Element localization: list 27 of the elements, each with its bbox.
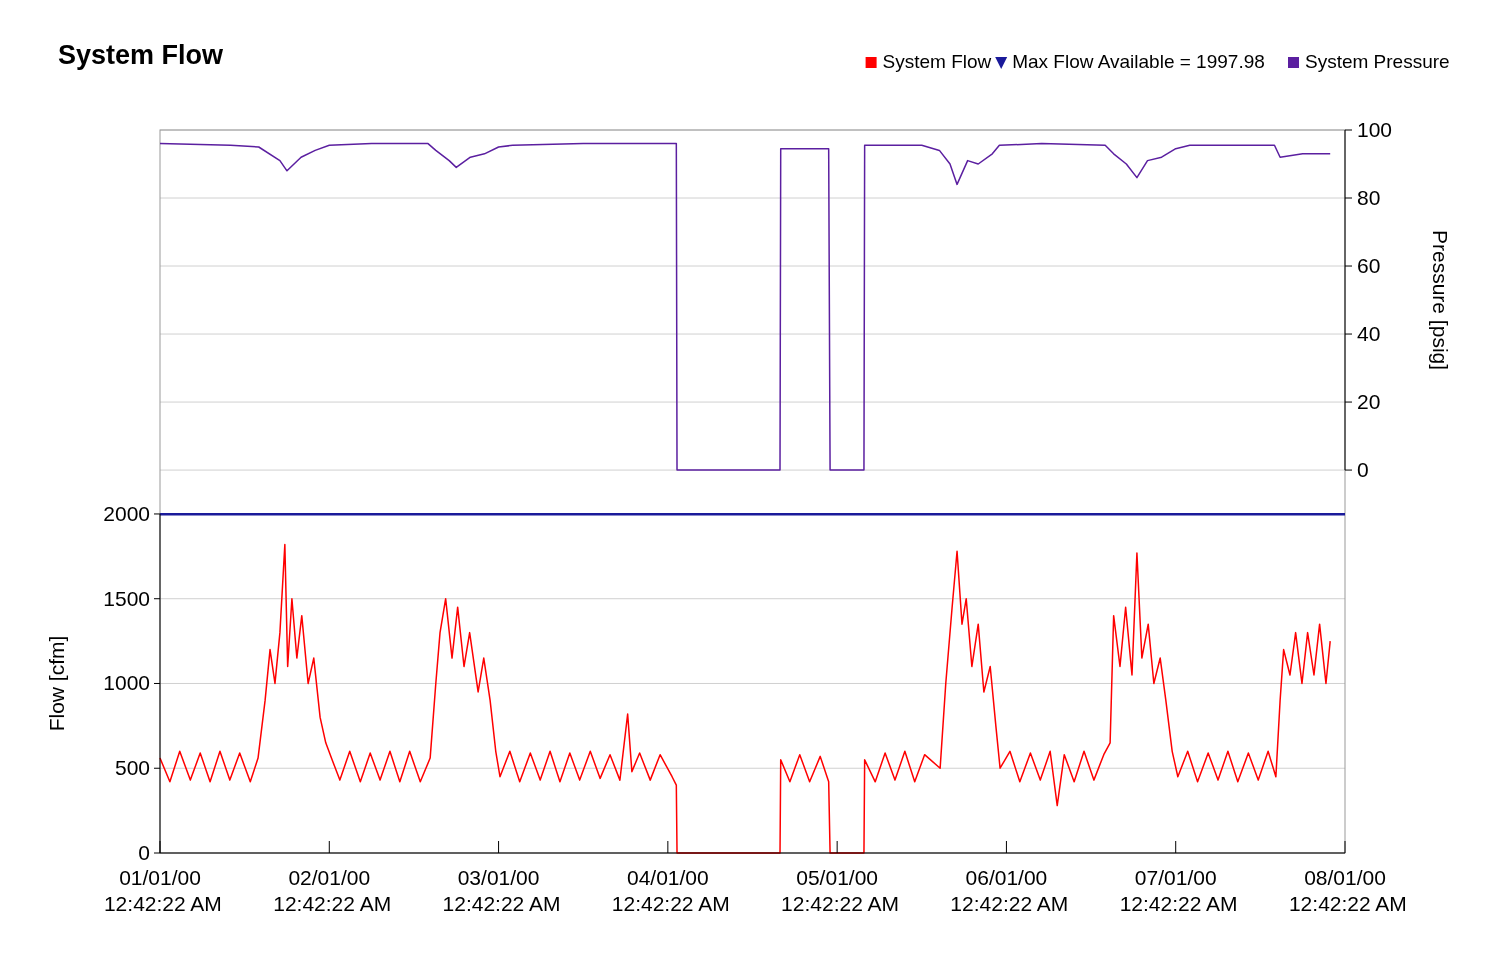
y2-tick-label: 100	[1357, 118, 1393, 141]
y2-tick-label: 60	[1357, 254, 1381, 278]
y-tick-label: 1500	[103, 586, 150, 610]
y2-axis-title: Pressure [psig]	[1429, 230, 1452, 371]
y-axis-title: Flow [cfm]	[45, 635, 68, 732]
x-tick-label: 06/01/00 12:42:22 AM	[944, 866, 1069, 915]
chart-title: System Flow	[58, 40, 225, 70]
line-series	[159, 142, 1331, 471]
x-tick-label: 07/01/00 12:42:22 AM	[1113, 866, 1238, 915]
y-tick-label: 1000	[103, 671, 150, 695]
y-tick-label: 500	[114, 756, 150, 780]
x-tick-label: 04/01/00 12:42:22 AM	[605, 866, 730, 915]
y-tick-label: 2000	[103, 501, 150, 525]
x-tick-label: 02/01/00 12:42:22 AM	[267, 866, 392, 915]
y2-tick-label: 20	[1357, 390, 1381, 414]
line-series	[159, 543, 1331, 854]
y2-tick-label: 80	[1357, 186, 1381, 210]
y2-tick-label: 40	[1357, 322, 1381, 346]
x-tick-label: 08/01/00 12:42:22 AM	[1283, 866, 1407, 915]
x-tick-label: 05/01/00 12:42:22 AM	[775, 866, 900, 915]
legend-label: System Pressure	[1305, 51, 1450, 72]
legend-label: Max Flow Available = 1997.98	[1012, 51, 1265, 72]
x-tick-label: 01/01/00 12:42:22 AM	[98, 866, 222, 915]
x-tick-label: 03/01/00 12:42:22 AM	[436, 866, 561, 915]
y-tick-label: 0	[138, 841, 150, 864]
y2-tick-label: 0	[1357, 458, 1369, 482]
legend-label: System Flow	[882, 51, 992, 72]
